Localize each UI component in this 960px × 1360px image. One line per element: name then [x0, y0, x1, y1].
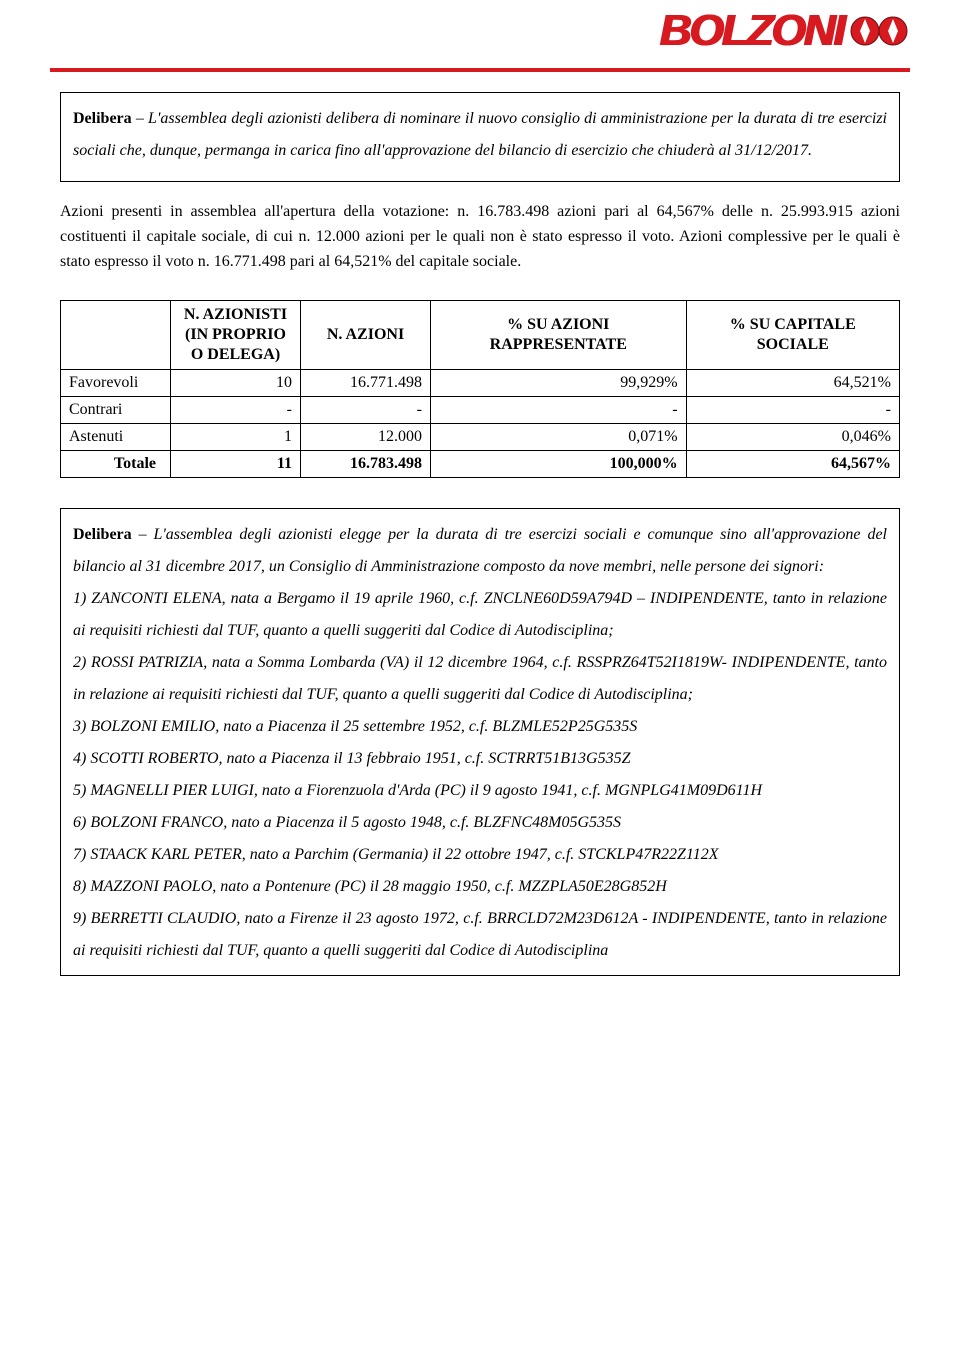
th-azioni: N. AZIONI	[301, 301, 431, 370]
cell: 64,567%	[686, 451, 899, 478]
member-item: 6) BOLZONI FRANCO, nato a Piacenza il 5 …	[73, 807, 887, 839]
cell: -	[431, 397, 687, 424]
cell: -	[301, 397, 431, 424]
cell: 100,000%	[431, 451, 687, 478]
table-row: Favorevoli 10 16.771.498 99,929% 64,521%	[61, 370, 900, 397]
cell: 0,046%	[686, 424, 899, 451]
delibera-box-2: Delibera – L'assemblea degli azionisti e…	[60, 508, 900, 976]
th-pct-cap: % SU CAPITALE SOCIALE	[686, 301, 899, 370]
page-header: BOLZONI	[0, 0, 960, 80]
delibera-1-lead: Delibera	[73, 110, 132, 127]
member-item: 7) STAACK KARL PETER, nato a Parchim (Ge…	[73, 839, 887, 871]
table-row: Astenuti 1 12.000 0,071% 0,046%	[61, 424, 900, 451]
member-item: 3) BOLZONI EMILIO, nato a Piacenza il 25…	[73, 711, 887, 743]
header-divider	[50, 68, 910, 72]
cell: 12.000	[301, 424, 431, 451]
cell: -	[171, 397, 301, 424]
brand-logo: BOLZONI	[660, 6, 910, 56]
delibera-2-lead: Delibera	[73, 526, 132, 543]
member-item: 1) ZANCONTI ELENA, nata a Bergamo il 19 …	[73, 583, 887, 647]
member-item: 9) BERRETTI CLAUDIO, nato a Firenze il 2…	[73, 903, 887, 967]
table-row: Contrari - - - -	[61, 397, 900, 424]
member-item: 8) MAZZONI PAOLO, nato a Pontenure (PC) …	[73, 871, 887, 903]
delibera-2-intro: Delibera – L'assemblea degli azionisti e…	[73, 519, 887, 583]
member-item: 5) MAGNELLI PIER LUIGI, nato a Fiorenzuo…	[73, 775, 887, 807]
delibera-box-1: Delibera – L'assemblea degli azionisti d…	[60, 92, 900, 182]
voting-table: N. AZIONISTI (IN PROPRIO O DELEGA) N. AZ…	[60, 300, 900, 478]
th-azionisti: N. AZIONISTI (IN PROPRIO O DELEGA)	[171, 301, 301, 370]
delibera-1-text: Delibera – L'assemblea degli azionisti d…	[73, 103, 887, 167]
voting-summary-text: Azioni presenti in assemblea all'apertur…	[60, 200, 900, 274]
cell: 1	[171, 424, 301, 451]
row-label: Astenuti	[61, 424, 171, 451]
table-total-row: Totale 11 16.783.498 100,000% 64,567%	[61, 451, 900, 478]
cell: 64,521%	[686, 370, 899, 397]
member-item: 2) ROSSI PATRIZIA, nata a Somma Lombarda…	[73, 647, 887, 711]
brand-mark-icon	[850, 9, 910, 53]
row-label: Contrari	[61, 397, 171, 424]
cell: 11	[171, 451, 301, 478]
member-item: 4) SCOTTI ROBERTO, nato a Piacenza il 13…	[73, 743, 887, 775]
cell: 0,071%	[431, 424, 687, 451]
cell: -	[686, 397, 899, 424]
cell: 10	[171, 370, 301, 397]
cell: 16.783.498	[301, 451, 431, 478]
total-label: Totale	[61, 451, 171, 478]
th-pct-rapp: % SU AZIONI RAPPRESENTATE	[431, 301, 687, 370]
brand-name: BOLZONI	[660, 6, 844, 56]
delibera-2-intro-text: – L'assemblea degli azionisti elegge per…	[73, 526, 887, 575]
delibera-1-body: – L'assemblea degli azionisti delibera d…	[73, 110, 887, 159]
page-content: Delibera – L'assemblea degli azionisti d…	[0, 80, 960, 976]
cell: 16.771.498	[301, 370, 431, 397]
cell: 99,929%	[431, 370, 687, 397]
th-blank	[61, 301, 171, 370]
row-label: Favorevoli	[61, 370, 171, 397]
